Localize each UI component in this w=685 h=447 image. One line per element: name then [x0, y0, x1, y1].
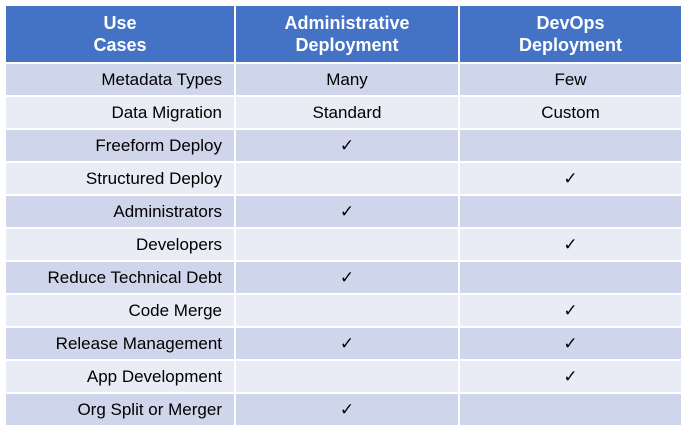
header-text: Administrative	[284, 13, 410, 33]
admin-value	[234, 161, 460, 196]
table-row: Freeform Deploy ✓	[4, 128, 683, 163]
header-text: DevOps	[536, 13, 605, 33]
table-header: Use Cases Administrative Deployment DevO…	[4, 4, 683, 64]
checkmark-icon: ✓	[458, 161, 683, 196]
devops-value	[458, 392, 683, 427]
use-case-label: Reduce Technical Debt	[4, 260, 236, 295]
header-administrative-deployment: Administrative Deployment	[234, 4, 460, 64]
devops-value	[458, 194, 683, 229]
checkmark-icon: ✓	[234, 392, 460, 427]
checkmark-icon: ✓	[458, 359, 683, 394]
use-case-label: Data Migration	[4, 95, 236, 130]
admin-value	[234, 359, 460, 394]
header-text: Deployment	[518, 35, 623, 55]
admin-value	[234, 293, 460, 328]
devops-value: Custom	[458, 95, 683, 130]
devops-value	[458, 260, 683, 295]
use-case-label: Developers	[4, 227, 236, 262]
admin-value	[234, 227, 460, 262]
table-row: Administrators ✓	[4, 194, 683, 229]
use-case-label: Metadata Types	[4, 62, 236, 97]
checkmark-icon: ✓	[458, 326, 683, 361]
use-case-label: Org Split or Merger	[4, 392, 236, 427]
use-case-label: Release Management	[4, 326, 236, 361]
header-text: Cases	[93, 35, 147, 55]
table-row: Code Merge ✓	[4, 293, 683, 328]
checkmark-icon: ✓	[234, 128, 460, 163]
use-case-label: Structured Deploy	[4, 161, 236, 196]
table-row: App Development ✓	[4, 359, 683, 394]
table-body: Metadata Types Many Few Data Migration Stand…	[4, 62, 683, 427]
admin-value: Standard	[234, 95, 460, 130]
table-row: Org Split or Merger ✓	[4, 392, 683, 427]
table-row: Structured Deploy ✓	[4, 161, 683, 196]
checkmark-icon: ✓	[234, 194, 460, 229]
table-row: Data Migration Standard Custom	[4, 95, 683, 130]
header-row: Use Cases Administrative Deployment DevO…	[4, 4, 683, 64]
header-text: Use	[103, 13, 137, 33]
checkmark-icon: ✓	[234, 326, 460, 361]
devops-value: Few	[458, 62, 683, 97]
header-use-cases: Use Cases	[4, 4, 236, 64]
header-text: Deployment	[295, 35, 399, 55]
checkmark-icon: ✓	[458, 227, 683, 262]
checkmark-icon: ✓	[458, 293, 683, 328]
table-row: Developers ✓	[4, 227, 683, 262]
header-devops-deployment: DevOps Deployment	[458, 4, 683, 64]
table-row: Release Management ✓ ✓	[4, 326, 683, 361]
use-case-label: Administrators	[4, 194, 236, 229]
use-case-label: App Development	[4, 359, 236, 394]
devops-value	[458, 128, 683, 163]
use-case-label: Freeform Deploy	[4, 128, 236, 163]
admin-value: Many	[234, 62, 460, 97]
use-case-label: Code Merge	[4, 293, 236, 328]
comparison-table: Use Cases Administrative Deployment DevO…	[4, 4, 683, 427]
table-row: Metadata Types Many Few	[4, 62, 683, 97]
table-row: Reduce Technical Debt ✓	[4, 260, 683, 295]
checkmark-icon: ✓	[234, 260, 460, 295]
